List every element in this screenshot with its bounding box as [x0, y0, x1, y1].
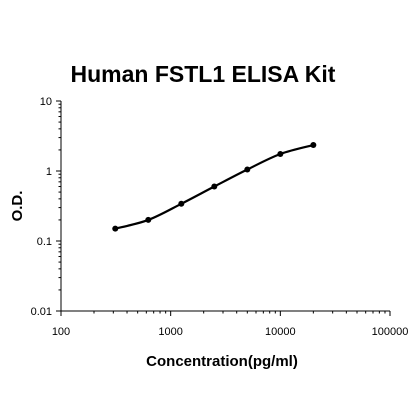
y-axis-ticks: 0.01 0.1 1 10 — [31, 96, 61, 318]
y-tick-label: 1 — [46, 166, 52, 178]
y-axis-label: O.D. — [9, 191, 26, 222]
y-tick-label: 0.1 — [37, 236, 52, 248]
data-point — [244, 166, 251, 173]
x-tick-label: 100 — [52, 326, 70, 338]
y-tick-label: 10 — [40, 96, 52, 108]
data-point — [145, 216, 152, 223]
x-axis-label: Concentration(pg/ml) — [146, 353, 298, 370]
data-points — [112, 142, 317, 232]
data-point — [277, 150, 284, 157]
data-point — [211, 183, 218, 190]
x-tick-label: 10000 — [265, 326, 296, 338]
x-tick-label: 1000 — [158, 326, 182, 338]
data-point — [178, 200, 185, 207]
plot-area: 0.01 0.1 1 10 100 1000 10000 100000 — [31, 96, 409, 338]
x-tick-label: 100000 — [372, 326, 409, 338]
data-point — [310, 142, 317, 149]
chart-title: Human FSTL1 ELISA Kit — [71, 61, 336, 87]
x-axis-ticks: 100 1000 10000 100000 — [52, 311, 409, 338]
y-tick-label: 0.01 — [31, 306, 52, 318]
data-point — [112, 225, 119, 232]
